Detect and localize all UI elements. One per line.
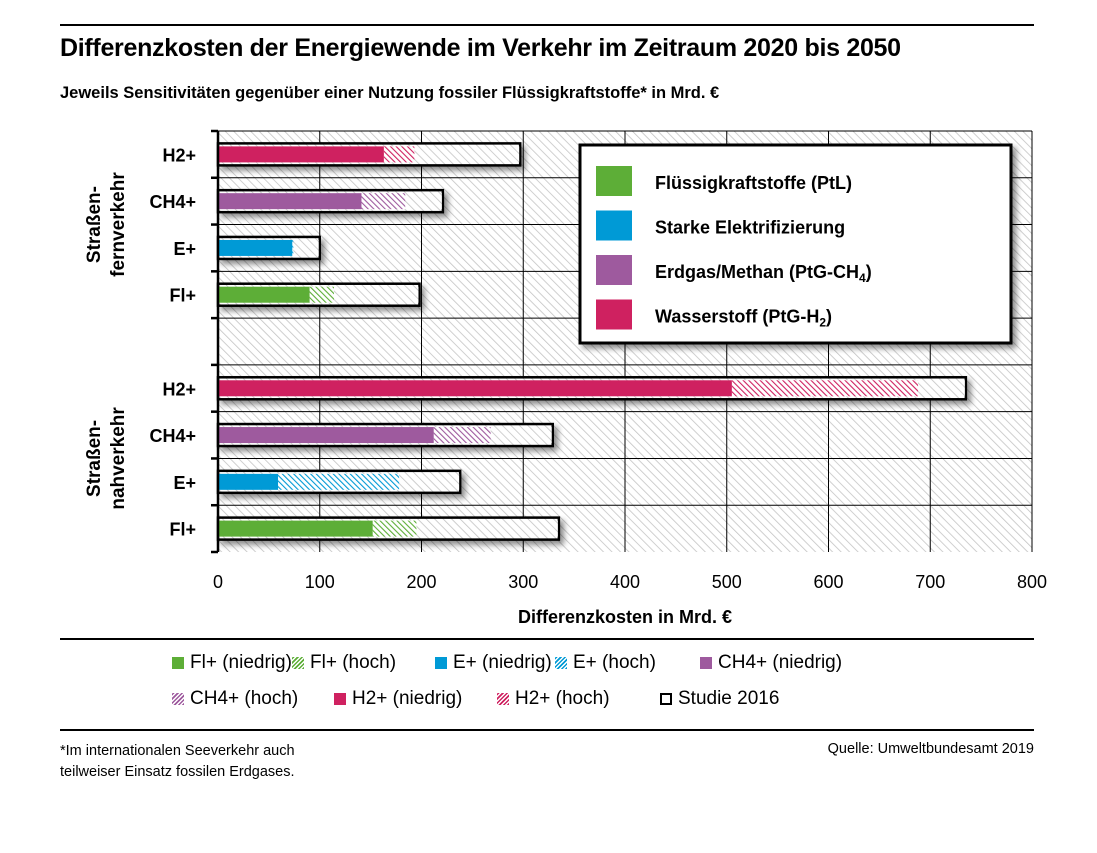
legend-bottom-rule bbox=[60, 729, 1034, 731]
legend-swatch bbox=[700, 657, 712, 669]
bottom-legend-item: Studie 2016 bbox=[660, 688, 779, 710]
legend-label: H2+ (hoch) bbox=[515, 688, 610, 709]
legend-swatch bbox=[596, 166, 632, 196]
legend-swatch bbox=[435, 657, 447, 669]
bottom-legend-item: E+ (niedrig) bbox=[435, 652, 552, 674]
bar-hoch bbox=[278, 473, 400, 490]
category-label: E+ bbox=[173, 239, 196, 259]
legend-swatch bbox=[334, 693, 346, 705]
category-label: CH4+ bbox=[149, 192, 196, 212]
x-axis-label: Differenzkosten in Mrd. € bbox=[518, 607, 732, 627]
legend-swatch bbox=[555, 657, 567, 669]
bottom-legend-item: CH4+ (hoch) bbox=[172, 688, 298, 710]
bottom-legend-item: Fl+ (niedrig) bbox=[172, 652, 292, 674]
bar-niedrig bbox=[218, 193, 362, 210]
legend-swatch bbox=[596, 299, 632, 330]
legend-swatch bbox=[596, 210, 632, 241]
x-tick-label: 600 bbox=[813, 572, 843, 592]
footnote-line: teilweiser Einsatz fossilen Erdgases. bbox=[60, 764, 295, 780]
top-rule bbox=[60, 24, 1034, 26]
footnote-line: *Im internationalen Seeverkehr auch bbox=[60, 743, 295, 759]
x-tick-label: 800 bbox=[1017, 572, 1047, 592]
legend-label: E+ (niedrig) bbox=[453, 652, 552, 673]
legend-swatch bbox=[497, 693, 509, 705]
bottom-legend-item: Fl+ (hoch) bbox=[292, 652, 396, 674]
bar-niedrig bbox=[218, 286, 310, 303]
bar-niedrig bbox=[218, 473, 279, 490]
bar-hoch bbox=[372, 520, 417, 537]
bar-niedrig bbox=[218, 380, 732, 397]
bar-chart: 0 100 200 300 400 500 600 700 800 H2+ CH4+ E+ Fl+ H2… bbox=[84, 129, 1047, 627]
bar-hoch bbox=[292, 239, 294, 256]
group-label-line: nahverkehr bbox=[108, 407, 129, 510]
source-note: Quelle: Umweltbundesamt 2019 bbox=[827, 741, 1034, 757]
category-label: Fl+ bbox=[169, 520, 196, 540]
bar-hoch bbox=[361, 193, 406, 210]
x-tick-label: 0 bbox=[213, 572, 223, 592]
legend-label: Studie 2016 bbox=[678, 688, 780, 709]
bar-hoch bbox=[383, 146, 415, 163]
bar-niedrig bbox=[218, 239, 293, 256]
inner-legend-box bbox=[578, 143, 1013, 345]
bottom-legend-item: H2+ (hoch) bbox=[497, 688, 610, 710]
legend-label: Fl+ (hoch) bbox=[310, 652, 397, 673]
group-label: Straßen-fernverkehr bbox=[84, 172, 129, 277]
footnote: *Im internationalen Seeverkehr auch teil… bbox=[60, 741, 295, 783]
legend-label: Starke Elektrifizierung bbox=[655, 218, 845, 238]
bar-hoch bbox=[309, 286, 334, 303]
bar-hoch bbox=[731, 380, 919, 397]
group-label-line: fernverkehr bbox=[108, 172, 129, 277]
bar-hoch bbox=[433, 427, 491, 444]
legend-swatch bbox=[292, 657, 304, 669]
legend-label: Wasserstoff (PtG-H2) bbox=[655, 307, 832, 330]
bar-niedrig bbox=[218, 427, 434, 444]
group-label-line: Straßen- bbox=[84, 186, 105, 263]
group-label: Straßen-nahverkehr bbox=[84, 407, 129, 510]
legend-swatch bbox=[172, 657, 184, 669]
x-tick-label: 500 bbox=[712, 572, 742, 592]
chart-title: Differenzkosten der Energiewende im Verk… bbox=[60, 34, 901, 62]
group-label-line: Straßen- bbox=[84, 420, 105, 497]
legend-swatch bbox=[660, 693, 672, 705]
chart-subtitle: Jeweils Sensitivitäten gegenüber einer N… bbox=[60, 84, 720, 102]
legend-top-rule bbox=[60, 638, 1034, 640]
legend-label: E+ (hoch) bbox=[573, 652, 656, 673]
legend-swatch bbox=[596, 255, 632, 285]
bottom-legend-item: E+ (hoch) bbox=[555, 652, 656, 674]
legend-label: Fl+ (niedrig) bbox=[190, 652, 292, 673]
legend-label: CH4+ (niedrig) bbox=[718, 652, 843, 673]
category-label: H2+ bbox=[162, 379, 196, 399]
legend-label: H2+ (niedrig) bbox=[352, 688, 463, 709]
category-label: CH4+ bbox=[149, 426, 196, 446]
x-tick-label: 700 bbox=[915, 572, 945, 592]
x-tick-label: 300 bbox=[508, 572, 538, 592]
category-label: H2+ bbox=[162, 145, 196, 165]
legend-swatch bbox=[172, 693, 184, 705]
x-tick-label: 100 bbox=[305, 572, 335, 592]
bottom-legend-item: CH4+ (niedrig) bbox=[700, 652, 842, 674]
legend-label: Flüssigkraftstoffe (PtL) bbox=[655, 173, 852, 193]
category-label: E+ bbox=[173, 473, 196, 493]
bar-niedrig bbox=[218, 146, 384, 163]
bottom-legend-item: H2+ (niedrig) bbox=[334, 688, 462, 710]
legend-label: Erdgas/Methan (PtG-CH4) bbox=[655, 262, 872, 285]
legend-label: CH4+ (hoch) bbox=[190, 688, 299, 709]
x-tick-label: 200 bbox=[406, 572, 436, 592]
x-tick-label: 400 bbox=[610, 572, 640, 592]
bar-niedrig bbox=[218, 520, 373, 537]
category-label: Fl+ bbox=[169, 286, 196, 306]
